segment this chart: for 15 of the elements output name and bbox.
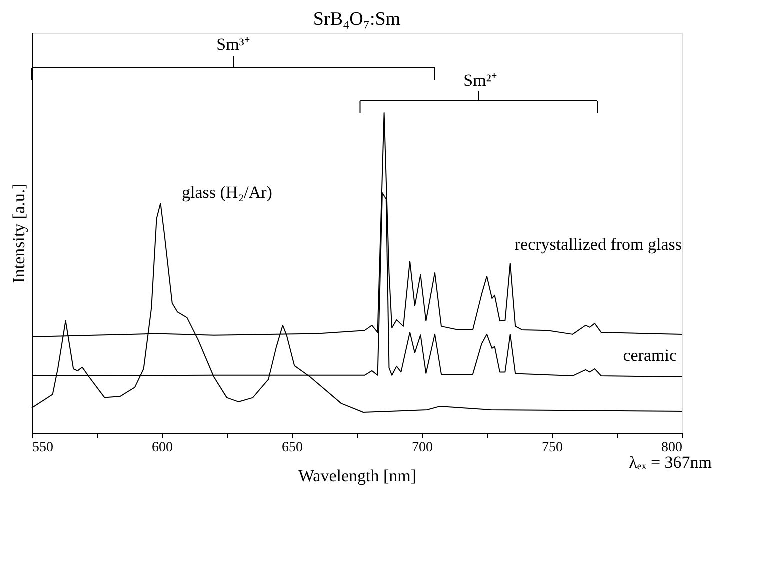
- annotation: ceramic: [623, 346, 678, 365]
- x-tick-label: 750: [542, 440, 563, 456]
- x-tick-label: 700: [412, 440, 433, 456]
- x-tick-label: 650: [282, 440, 303, 456]
- annotation: recrystallized from glass: [514, 235, 682, 254]
- text: λₑₓ = 367nm: [629, 453, 712, 472]
- annotation: glass (H₂/Ar): [182, 183, 272, 202]
- chart-title: SrB₄O₇:Sm: [313, 9, 401, 30]
- x-tick-label: 600: [152, 440, 173, 456]
- text: Sm³⁺: [216, 35, 250, 54]
- text: Sm²⁺: [464, 71, 498, 90]
- y-axis-title: Intensity [a.u.]: [10, 184, 28, 284]
- x-axis-title: Wavelength [nm]: [298, 466, 417, 486]
- x-tick-label: 800: [662, 440, 682, 456]
- x-tick-label: 550: [32, 440, 54, 456]
